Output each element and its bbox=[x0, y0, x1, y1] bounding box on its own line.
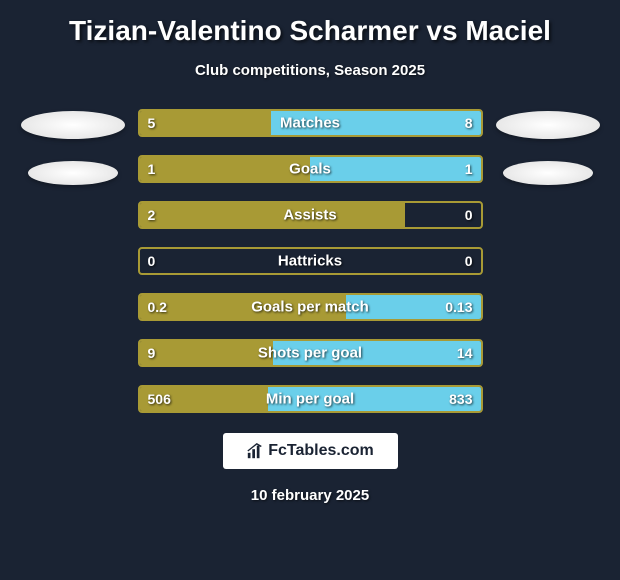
stat-label: Assists bbox=[283, 207, 336, 224]
page-title: Tizian-Valentino Scharmer vs Maciel bbox=[69, 15, 551, 47]
stat-label: Goals bbox=[289, 161, 331, 178]
stat-value-right: 0 bbox=[465, 253, 473, 269]
stat-label: Hattricks bbox=[278, 253, 342, 270]
right-badge-col bbox=[483, 109, 613, 185]
stat-bar-fill-left bbox=[140, 203, 406, 227]
stat-value-left: 0 bbox=[148, 253, 156, 269]
stat-bar-fill-left bbox=[140, 341, 273, 365]
branding-badge: FcTables.com bbox=[223, 433, 398, 469]
stat-value-left: 506 bbox=[148, 391, 171, 407]
stat-value-left: 1 bbox=[148, 161, 156, 177]
left-badge-col bbox=[8, 109, 138, 185]
stat-bar-fill-left bbox=[140, 157, 311, 181]
stat-value-right: 833 bbox=[449, 391, 472, 407]
stat-bar-row: Shots per goal 9 14 bbox=[138, 339, 483, 367]
date-label: 10 february 2025 bbox=[251, 487, 369, 504]
stat-value-right: 1 bbox=[465, 161, 473, 177]
branding-text: FcTables.com bbox=[268, 442, 374, 460]
stat-value-right: 14 bbox=[457, 345, 473, 361]
stat-value-left: 9 bbox=[148, 345, 156, 361]
right-oval-1 bbox=[496, 111, 600, 139]
stat-bars-column: Matches 5 8 Goals 1 1 Assists 2 0 Hattricks 0 0 Goal… bbox=[138, 109, 483, 413]
stat-bar-row: Matches 5 8 bbox=[138, 109, 483, 137]
stat-bar-row: Goals per match 0.2 0.13 bbox=[138, 293, 483, 321]
stat-bar-row: Min per goal 506 833 bbox=[138, 385, 483, 413]
chart-icon bbox=[246, 442, 264, 460]
stat-label: Matches bbox=[280, 115, 340, 132]
stat-value-right: 0 bbox=[465, 207, 473, 223]
stat-value-right: 0.13 bbox=[445, 299, 472, 315]
stat-value-left: 2 bbox=[148, 207, 156, 223]
stat-bar-fill-right bbox=[310, 157, 481, 181]
right-oval-2 bbox=[503, 161, 593, 185]
comparison-card: Tizian-Valentino Scharmer vs Maciel Club… bbox=[0, 0, 620, 580]
stat-label: Goals per match bbox=[251, 299, 369, 316]
page-subtitle: Club competitions, Season 2025 bbox=[195, 62, 425, 79]
left-oval-2 bbox=[28, 161, 118, 185]
stat-label: Shots per goal bbox=[258, 345, 362, 362]
stat-bar-row: Hattricks 0 0 bbox=[138, 247, 483, 275]
stat-value-right: 8 bbox=[465, 115, 473, 131]
left-oval-1 bbox=[21, 111, 125, 139]
stat-bar-row: Goals 1 1 bbox=[138, 155, 483, 183]
stat-label: Min per goal bbox=[266, 391, 354, 408]
stat-value-left: 5 bbox=[148, 115, 156, 131]
stat-bar-fill-left bbox=[140, 111, 271, 135]
stat-bar-row: Assists 2 0 bbox=[138, 201, 483, 229]
stats-area: Matches 5 8 Goals 1 1 Assists 2 0 Hattricks 0 0 Goal… bbox=[0, 109, 620, 413]
stat-value-left: 0.2 bbox=[148, 299, 167, 315]
